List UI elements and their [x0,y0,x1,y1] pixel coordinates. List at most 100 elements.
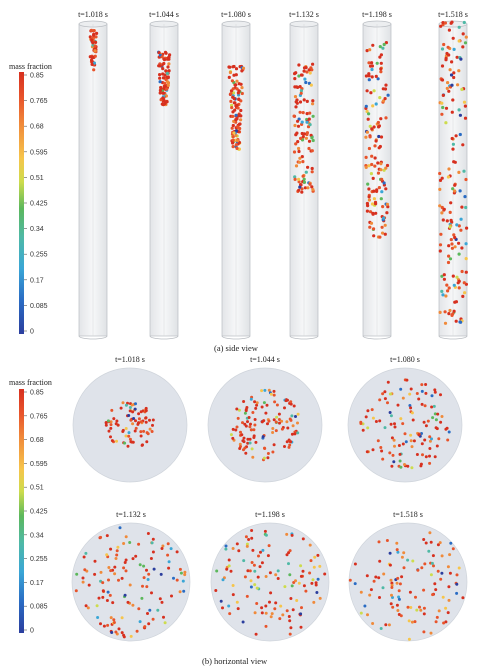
particle [151,537,155,541]
colorbar-title-b: mass fraction [9,378,52,387]
particle [447,598,451,602]
particle [297,146,301,151]
particle [109,569,113,573]
particle [440,112,444,116]
particle [302,69,306,73]
particle [400,555,404,559]
particle [366,117,370,121]
particle [303,186,307,190]
particle [234,73,238,77]
particle [246,420,249,424]
particle [439,393,442,397]
particle [459,320,463,324]
particle [367,78,371,82]
particle [292,150,297,154]
particle [249,585,253,589]
particle [123,593,127,597]
particle [457,224,461,228]
colorbar-tick-label: 0.765 [30,413,48,420]
particle [398,452,402,456]
particle [309,66,313,70]
particle [294,415,297,418]
particle [240,69,244,73]
particle [450,242,454,246]
particle [309,559,313,563]
particle [438,204,442,208]
particle [302,180,307,184]
particle [463,41,468,45]
particle [367,146,371,151]
particle [271,427,275,430]
particle [311,62,315,66]
particle [299,574,303,578]
particle [391,453,395,457]
particle [459,217,463,221]
particle [231,114,235,118]
particle [438,187,442,191]
particle [269,392,273,396]
particle [248,437,252,441]
particle [99,622,102,626]
particle [183,570,187,574]
particle [175,550,179,554]
particle [231,145,235,149]
particle [392,438,396,442]
particle [151,423,154,427]
particle [264,624,268,628]
particle [310,170,314,174]
particle [243,575,247,579]
particle [384,116,388,120]
particle [142,429,146,433]
particle [163,81,167,85]
particle [225,567,229,571]
particle [276,569,280,573]
particle [289,402,293,406]
disc-horizontal-view: t=1.080 s [347,355,463,483]
particle [406,558,410,562]
particle [148,418,151,422]
particle [240,433,244,437]
particle [264,575,268,578]
particle [450,136,454,141]
particle [376,171,381,175]
particle [365,450,369,454]
particle [164,94,168,98]
particle [401,442,405,446]
particle [275,403,279,407]
particle [367,198,371,202]
particle [450,20,454,24]
particle [464,242,468,246]
particle [368,593,372,597]
particle [463,195,467,199]
particle [126,600,130,604]
particle [376,161,380,165]
particle [233,108,237,112]
particle [123,441,127,445]
particle [451,98,455,102]
particle [235,425,239,429]
particle [407,637,411,641]
particle [166,56,170,60]
particle [92,33,96,37]
particle [446,611,450,615]
particle [306,165,310,169]
particle [428,454,431,458]
particle [253,583,257,587]
particle [159,572,163,576]
particle [370,64,374,68]
particle [293,175,297,179]
particle [365,109,369,114]
particle [430,394,434,398]
particle [116,423,120,427]
particle [294,85,299,89]
particle [268,571,272,575]
particle [133,429,137,433]
particle [178,590,182,594]
particle [146,578,150,581]
particle [372,89,376,93]
particle [110,408,114,412]
particle [384,623,388,627]
particle [245,544,249,548]
particle [385,202,389,206]
particle [281,613,285,617]
